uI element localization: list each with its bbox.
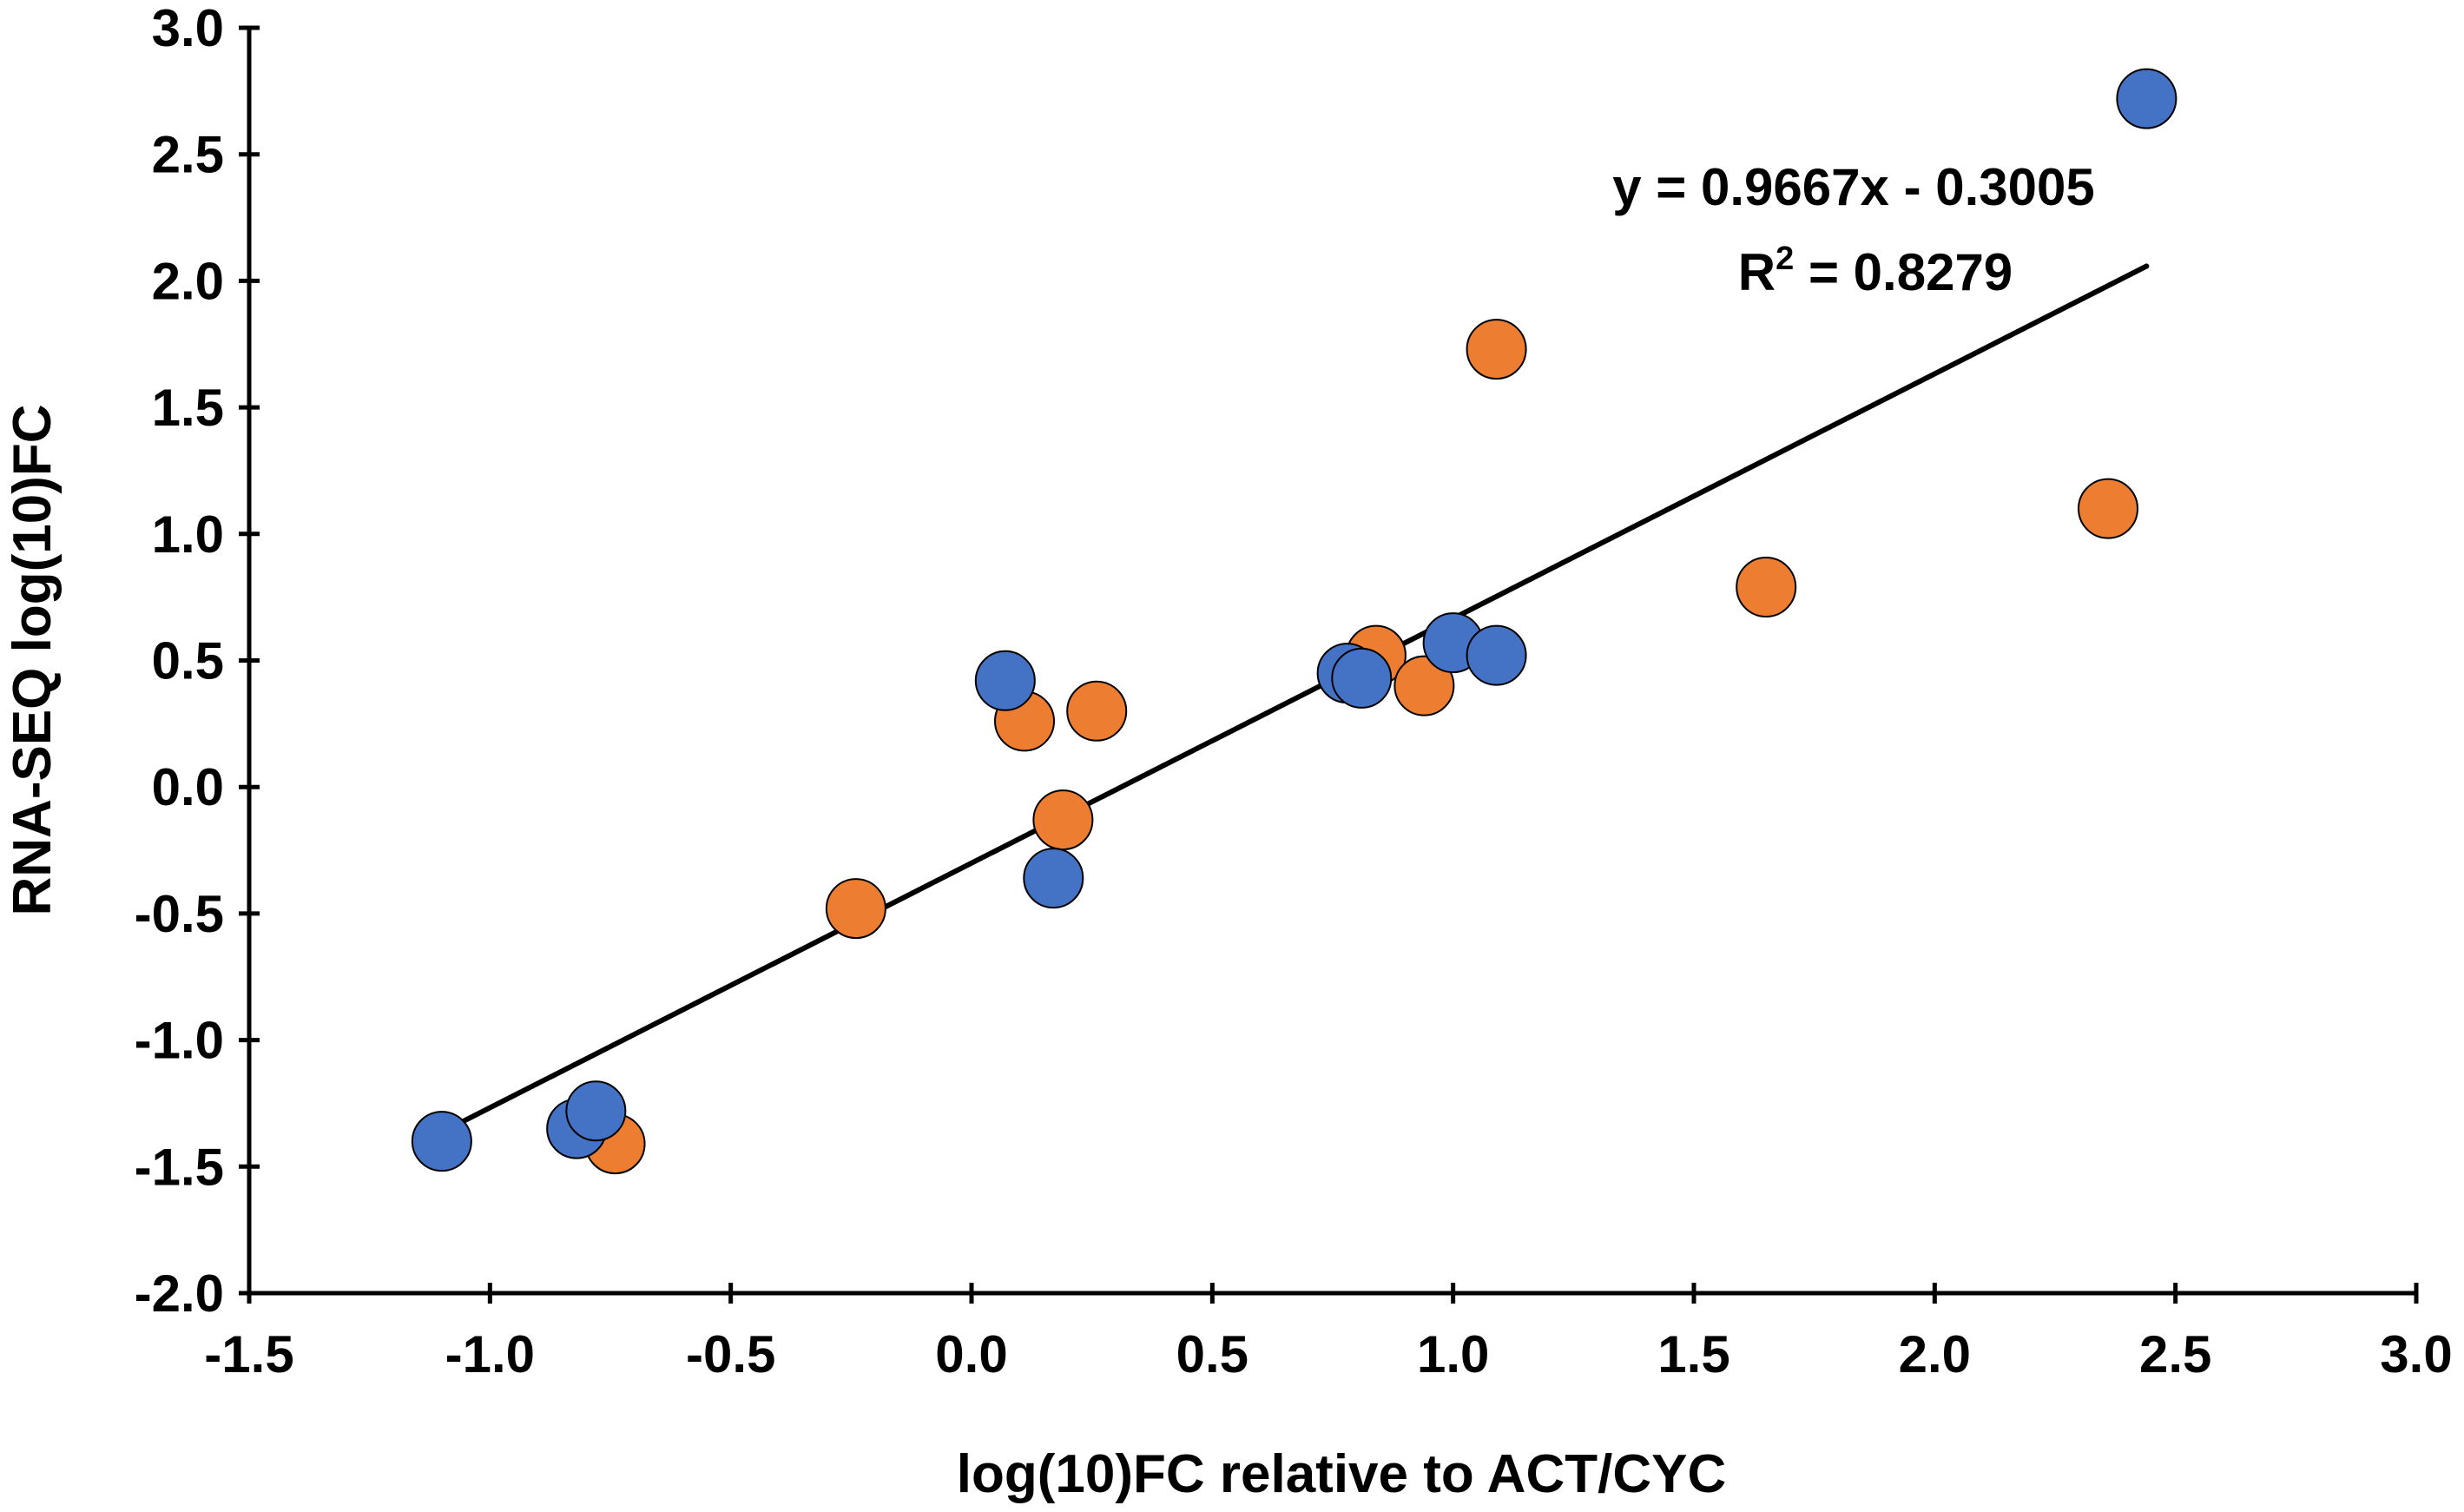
data-point-orange	[1032, 789, 1094, 851]
y-tick-label: -1.0	[135, 1012, 224, 1070]
r-squared-label: R2 = 0.8279	[1738, 241, 2013, 301]
data-point-blue	[2116, 68, 2177, 129]
x-tick-label: -0.5	[686, 1325, 775, 1383]
x-tick-label: -1.0	[445, 1325, 535, 1383]
y-tick-label: 1.0	[152, 505, 224, 564]
r-squared-value: = 0.8279	[1794, 243, 2013, 301]
trendline	[438, 263, 2150, 1135]
data-point-orange	[825, 878, 886, 940]
y-tick-label: 1.5	[152, 379, 224, 437]
x-tick-label: 0.5	[1176, 1325, 1248, 1383]
r-squared-superscript: 2	[1776, 241, 1794, 277]
tick-labels: -1.5 -1.0 -0.5 0.0 0.5 1.0 1.5 2.0 2.5 3.0 3.0 2.5 2…	[135, 0, 2453, 1383]
x-tick-label: 0.0	[935, 1325, 1007, 1383]
data-point-blue	[1331, 647, 1393, 709]
y-tick-label: 2.0	[152, 252, 224, 310]
x-tick-label: 1.0	[1417, 1325, 1489, 1383]
y-tick-label: 0.0	[152, 758, 224, 816]
data-point-orange	[1393, 655, 1455, 716]
y-tick-label: 0.5	[152, 632, 224, 690]
y-tick-label: 2.5	[152, 126, 224, 184]
y-tick-label: -2.0	[135, 1264, 224, 1323]
y-tick-label: -0.5	[135, 885, 224, 943]
x-tick-label: 2.5	[2139, 1325, 2211, 1383]
y-tick-label: -1.5	[135, 1138, 224, 1196]
x-axis-title: log(10)FC relative to ACT/CYC	[957, 1444, 1726, 1504]
y-tick-label: 3.0	[152, 0, 224, 57]
x-tick-label: 3.0	[2380, 1325, 2452, 1383]
data-point-orange	[1736, 556, 1797, 617]
axes	[239, 25, 2419, 1304]
x-tick-label: -1.5	[204, 1325, 293, 1383]
data-point-orange	[2078, 478, 2139, 539]
data-point-blue	[565, 1080, 627, 1142]
data-point-orange	[1066, 680, 1128, 742]
data-point-blue	[411, 1111, 472, 1172]
x-tick-label: 2.0	[1899, 1325, 1971, 1383]
trendline-group	[438, 263, 2150, 1135]
data-point-blue	[974, 650, 1036, 711]
x-tick-label: 1.5	[1657, 1325, 1729, 1383]
y-axis-title: RNA-SEQ log(10)FC	[3, 405, 63, 916]
data-points	[411, 68, 2177, 1175]
data-point-orange	[1466, 319, 1527, 380]
data-point-blue	[1023, 848, 1084, 909]
data-point-blue	[1466, 624, 1527, 686]
trendline-equation: y = 0.9667x - 0.3005	[1612, 158, 2094, 216]
r-squared-prefix: R	[1738, 243, 1776, 301]
